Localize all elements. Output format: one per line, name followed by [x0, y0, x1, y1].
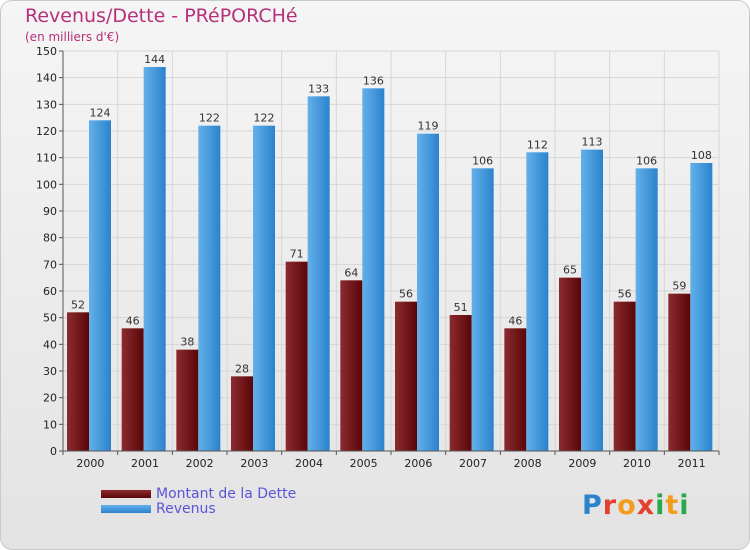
- data-label-revenue: 144: [144, 53, 165, 66]
- logo-letter: i: [679, 490, 690, 521]
- data-label-debt: 59: [672, 280, 686, 293]
- bar-debt: [559, 277, 581, 451]
- data-label-revenue: 106: [472, 154, 493, 167]
- y-tick-label: 120: [36, 125, 57, 138]
- data-label-debt: 28: [235, 362, 249, 375]
- legend-swatch-debt: [101, 490, 151, 498]
- y-tick-label: 30: [43, 365, 57, 378]
- y-tick-label: 10: [43, 418, 57, 431]
- data-label-revenue: 122: [199, 112, 220, 125]
- data-label-revenue: 119: [418, 120, 439, 133]
- y-tick-label: 150: [36, 45, 57, 58]
- bar-revenue: [253, 125, 275, 452]
- y-tick-label: 40: [43, 338, 57, 351]
- bar-revenue: [198, 125, 221, 452]
- x-tick-label: 2009: [568, 457, 596, 470]
- data-label-revenue: 113: [582, 136, 603, 149]
- bar-revenue: [635, 168, 658, 452]
- logo-letter: o: [617, 490, 637, 521]
- bar-revenue: [417, 133, 439, 451]
- y-tick-label: 60: [43, 285, 57, 298]
- bar-debt: [67, 312, 89, 451]
- legend-swatch-revenue: [101, 505, 151, 513]
- legend-label-revenue: Revenus: [156, 501, 216, 517]
- data-label-debt: 65: [563, 264, 577, 277]
- bar-debt: [285, 261, 308, 451]
- x-tick-label: 2007: [459, 457, 487, 470]
- data-label-debt: 56: [618, 288, 632, 301]
- y-tick-label: 90: [43, 205, 57, 218]
- y-tick-label: 50: [43, 312, 57, 325]
- logo-letter: x: [636, 490, 656, 521]
- x-tick-label: 2003: [240, 457, 268, 470]
- data-label-revenue: 124: [90, 106, 111, 119]
- y-tick-label: 130: [36, 98, 57, 111]
- chart-title: Revenus/Dette - PRéPORCHé: [25, 5, 298, 27]
- x-tick-label: 2008: [514, 457, 542, 470]
- legend-label-debt: Montant de la Dette: [156, 486, 297, 502]
- y-tick-label: 80: [43, 232, 57, 245]
- x-tick-label: 2000: [76, 457, 104, 470]
- data-label-revenue: 106: [636, 154, 657, 167]
- x-tick-label: 2001: [131, 457, 159, 470]
- bar-debt: [449, 315, 472, 451]
- data-label-debt: 46: [508, 314, 522, 327]
- x-tick-label: 2002: [186, 457, 214, 470]
- logo-letter: t: [665, 490, 680, 521]
- data-label-debt: 56: [399, 288, 413, 301]
- logo-letter: r: [602, 490, 618, 521]
- x-tick-label: 2006: [404, 457, 432, 470]
- bar-revenue: [89, 120, 111, 451]
- y-tick-label: 70: [43, 258, 57, 271]
- data-label-debt: 51: [454, 301, 468, 314]
- data-label-debt: 38: [180, 336, 194, 349]
- x-tick-label: 2004: [295, 457, 323, 470]
- data-label-debt: 52: [71, 298, 85, 311]
- y-tick-label: 110: [36, 152, 57, 165]
- y-tick-label: 100: [36, 178, 57, 191]
- bar-debt: [231, 376, 253, 451]
- bar-revenue: [526, 152, 549, 452]
- bar-revenue: [690, 163, 713, 451]
- bar-debt: [121, 328, 144, 451]
- x-tick-label: 2011: [678, 457, 706, 470]
- logo-letter: i: [655, 490, 666, 521]
- data-label-revenue: 136: [363, 74, 384, 87]
- data-label-revenue: 133: [308, 82, 329, 95]
- data-label-debt: 64: [344, 266, 358, 279]
- bar-debt: [395, 301, 417, 451]
- y-tick-label: 0: [50, 445, 57, 458]
- data-label-debt: 71: [290, 248, 304, 261]
- bar-debt: [504, 328, 527, 451]
- bar-debt: [340, 280, 363, 451]
- proxiti-logo: Proxiti: [582, 490, 690, 521]
- bar-debt: [668, 293, 691, 451]
- data-label-debt: 46: [126, 314, 140, 327]
- y-tick-label: 140: [36, 72, 57, 85]
- bar-revenue: [143, 67, 166, 451]
- chart-subtitle: (en milliers d'€): [25, 30, 120, 44]
- bar-revenue: [581, 149, 603, 451]
- y-tick-label: 20: [43, 392, 57, 405]
- bar-debt: [613, 301, 636, 451]
- bar-debt: [176, 349, 199, 451]
- logo-letter: P: [582, 490, 603, 521]
- data-label-revenue: 112: [527, 138, 548, 151]
- bar-revenue: [362, 88, 385, 451]
- x-tick-label: 2010: [623, 457, 651, 470]
- bar-revenue: [307, 96, 330, 451]
- data-label-revenue: 122: [254, 112, 275, 125]
- x-tick-label: 2005: [350, 457, 378, 470]
- data-label-revenue: 108: [691, 149, 712, 162]
- bar-revenue: [471, 168, 494, 452]
